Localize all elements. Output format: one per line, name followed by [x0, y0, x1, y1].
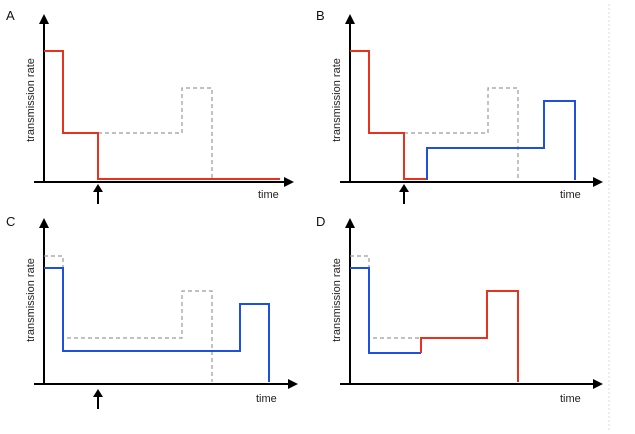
x-axis-label: time	[258, 189, 279, 201]
panel-letter: D	[316, 214, 325, 229]
panel-letter: C	[6, 214, 15, 229]
up-arrow-icon	[93, 184, 103, 204]
y-axis-label: transmission rate	[331, 258, 343, 342]
transmission-trace-blue	[426, 100, 576, 180]
panel-c: C transmission rate time	[6, 214, 298, 409]
panel-b: B transmission rate time	[316, 8, 603, 204]
transmission-trace	[44, 267, 270, 382]
transmission-trace-red	[350, 50, 427, 180]
up-arrow-icon	[399, 184, 409, 204]
reference-trace	[44, 255, 213, 382]
reference-trace	[369, 87, 519, 180]
panel-a: A transmission rate time	[6, 8, 294, 204]
panel-letter: B	[316, 8, 325, 23]
y-axis-label: transmission rate	[25, 58, 37, 142]
y-axis-label: transmission rate	[331, 58, 343, 142]
reference-trace	[63, 87, 213, 180]
x-axis-label: time	[560, 393, 581, 405]
panel-letter: A	[6, 8, 15, 23]
transmission-trace-blue	[350, 267, 421, 354]
x-axis-label: time	[256, 393, 277, 405]
y-axis-label: transmission rate	[25, 258, 37, 342]
transmission-trace-red	[420, 290, 519, 382]
up-arrow-icon	[93, 389, 103, 409]
x-axis-label: time	[560, 189, 581, 201]
transmission-trace	[44, 50, 280, 180]
panel-d: D transmission rate time	[316, 214, 603, 405]
